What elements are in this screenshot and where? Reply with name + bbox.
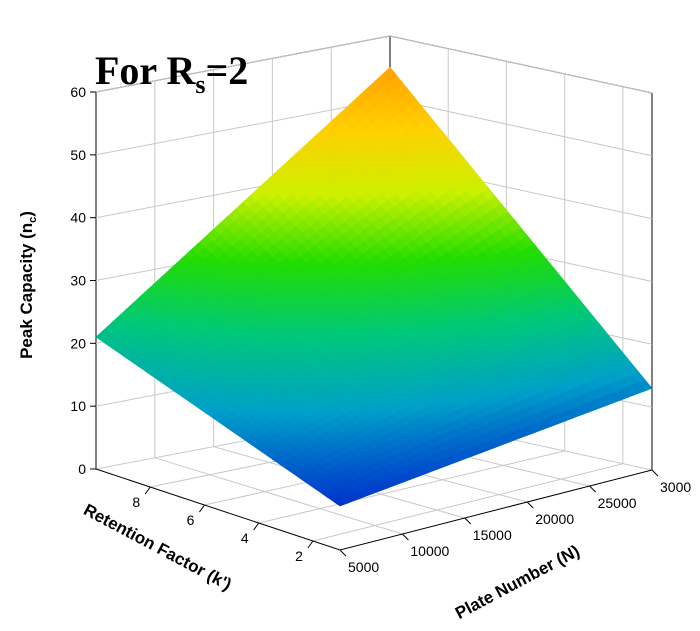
n-tick-label: 20000 bbox=[535, 511, 574, 527]
x-axis-label: Retention Factor (k') bbox=[80, 500, 234, 594]
n-grid-line bbox=[154, 80, 403, 535]
n-tick-label: 25000 bbox=[598, 495, 637, 511]
k-grid-line bbox=[258, 74, 566, 524]
tick-labels: 0 10 20 30 40 50 60 2 4 6 8 5000 10000 15000 20000 2500… bbox=[70, 84, 691, 575]
n-tick bbox=[651, 469, 659, 477]
surface-mesh bbox=[95, 66, 653, 507]
k-tick bbox=[199, 504, 205, 513]
n-tick-label: 3000 bbox=[660, 479, 691, 495]
z-axis-label: Peak Capacity (nc) bbox=[17, 211, 39, 359]
k-tick bbox=[144, 486, 151, 495]
k-tick-label: 2 bbox=[295, 548, 303, 564]
k-tick-label: 8 bbox=[132, 494, 140, 510]
surface-patch bbox=[333, 498, 349, 507]
n-tick bbox=[339, 549, 347, 557]
z-tick-label: 0 bbox=[78, 461, 86, 477]
n-tick-label: 10000 bbox=[410, 543, 449, 559]
k-tick-label: 6 bbox=[187, 512, 195, 528]
z-tick-label: 40 bbox=[70, 210, 86, 226]
k-tick-label: 4 bbox=[241, 530, 249, 546]
n-tick-label: 15000 bbox=[473, 527, 512, 543]
k-grid-line bbox=[312, 86, 624, 542]
z-tick-label: 60 bbox=[70, 84, 86, 100]
n-tick bbox=[526, 501, 534, 509]
z-tick-label: 30 bbox=[70, 273, 86, 289]
k-tick bbox=[307, 540, 314, 549]
z-tick-label: 20 bbox=[70, 335, 86, 351]
z-tick-label: 10 bbox=[70, 398, 86, 414]
n-tick bbox=[464, 517, 472, 525]
y-axis-label: Plate Number (N) bbox=[452, 541, 583, 623]
k-tick bbox=[253, 522, 260, 531]
n-tick-label: 5000 bbox=[348, 559, 379, 575]
n-tick bbox=[589, 485, 596, 493]
n-grid-line bbox=[213, 69, 465, 519]
n-tick bbox=[402, 533, 409, 541]
z-tick-label: 50 bbox=[70, 147, 86, 163]
chart-title: For Rs=2 bbox=[95, 48, 248, 99]
